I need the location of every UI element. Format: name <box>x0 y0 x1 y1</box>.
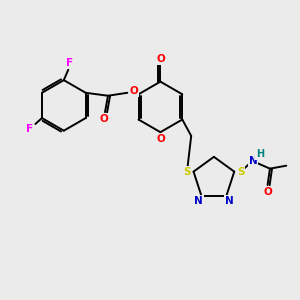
Text: O: O <box>156 134 165 144</box>
Text: O: O <box>263 187 272 196</box>
Text: O: O <box>99 114 108 124</box>
Text: F: F <box>26 124 34 134</box>
Text: N: N <box>225 196 234 206</box>
Text: O: O <box>156 54 165 64</box>
Text: F: F <box>66 58 73 68</box>
Text: O: O <box>130 86 138 96</box>
Text: S: S <box>183 167 191 177</box>
Text: H: H <box>256 149 264 159</box>
Text: N: N <box>249 156 257 166</box>
Text: S: S <box>237 167 244 177</box>
Text: N: N <box>194 196 203 206</box>
